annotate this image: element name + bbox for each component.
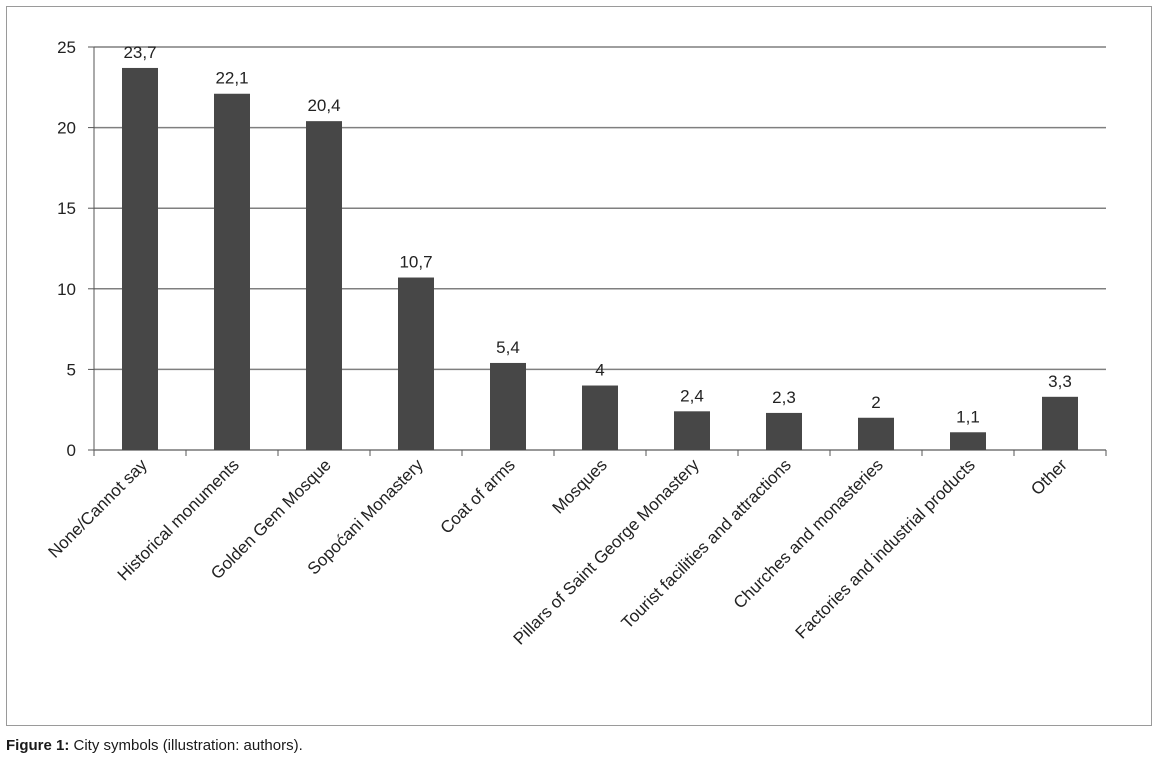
bar: [490, 362, 526, 450]
bar: [582, 385, 618, 450]
x-tick-label: Mosques: [549, 455, 611, 517]
x-tick-label: Pillars of Saint George Monastery: [510, 455, 704, 649]
bar: [398, 277, 434, 450]
data-label: 4: [595, 361, 604, 380]
figure-caption: Figure 1: City symbols (illustration: au…: [6, 737, 303, 754]
data-label: 3,3: [1048, 372, 1072, 391]
bar: [1042, 396, 1078, 450]
data-label: 22,1: [215, 69, 248, 88]
data-label: 20,4: [307, 96, 340, 115]
bar: [674, 411, 710, 450]
x-tick-label: Factories and industrial products: [792, 455, 979, 642]
caption-label: Figure 1:: [6, 737, 70, 754]
data-label: 5,4: [496, 338, 520, 357]
y-tick-label: 15: [57, 199, 76, 218]
data-label: 1,1: [956, 407, 980, 426]
data-label: 2,4: [680, 386, 704, 405]
data-label: 23,7: [123, 43, 156, 62]
x-tick-label: Tourist facilities and attractions: [618, 455, 795, 632]
y-tick-label: 5: [67, 360, 76, 379]
x-tick-label: Other: [1027, 455, 1071, 499]
y-tick-label: 20: [57, 119, 76, 138]
x-tick-label: Churches and monasteries: [730, 455, 887, 612]
data-label: 10,7: [399, 253, 432, 272]
bar: [306, 121, 342, 450]
caption-text: City symbols (illustration: authors).: [69, 737, 303, 754]
y-tick-label: 25: [57, 38, 76, 57]
bar: [766, 412, 802, 450]
data-label: 2: [871, 393, 880, 412]
y-tick-label: 0: [67, 441, 76, 460]
x-tick-label: None/Cannot say: [44, 455, 151, 562]
chart-frame: [6, 6, 1152, 726]
bar: [214, 93, 250, 451]
bar: [122, 67, 158, 451]
y-tick-label: 10: [57, 280, 76, 299]
x-tick-label: Coat of arms: [437, 455, 519, 537]
bar: [950, 432, 986, 450]
bar: [858, 417, 894, 450]
data-label: 2,3: [772, 388, 796, 407]
